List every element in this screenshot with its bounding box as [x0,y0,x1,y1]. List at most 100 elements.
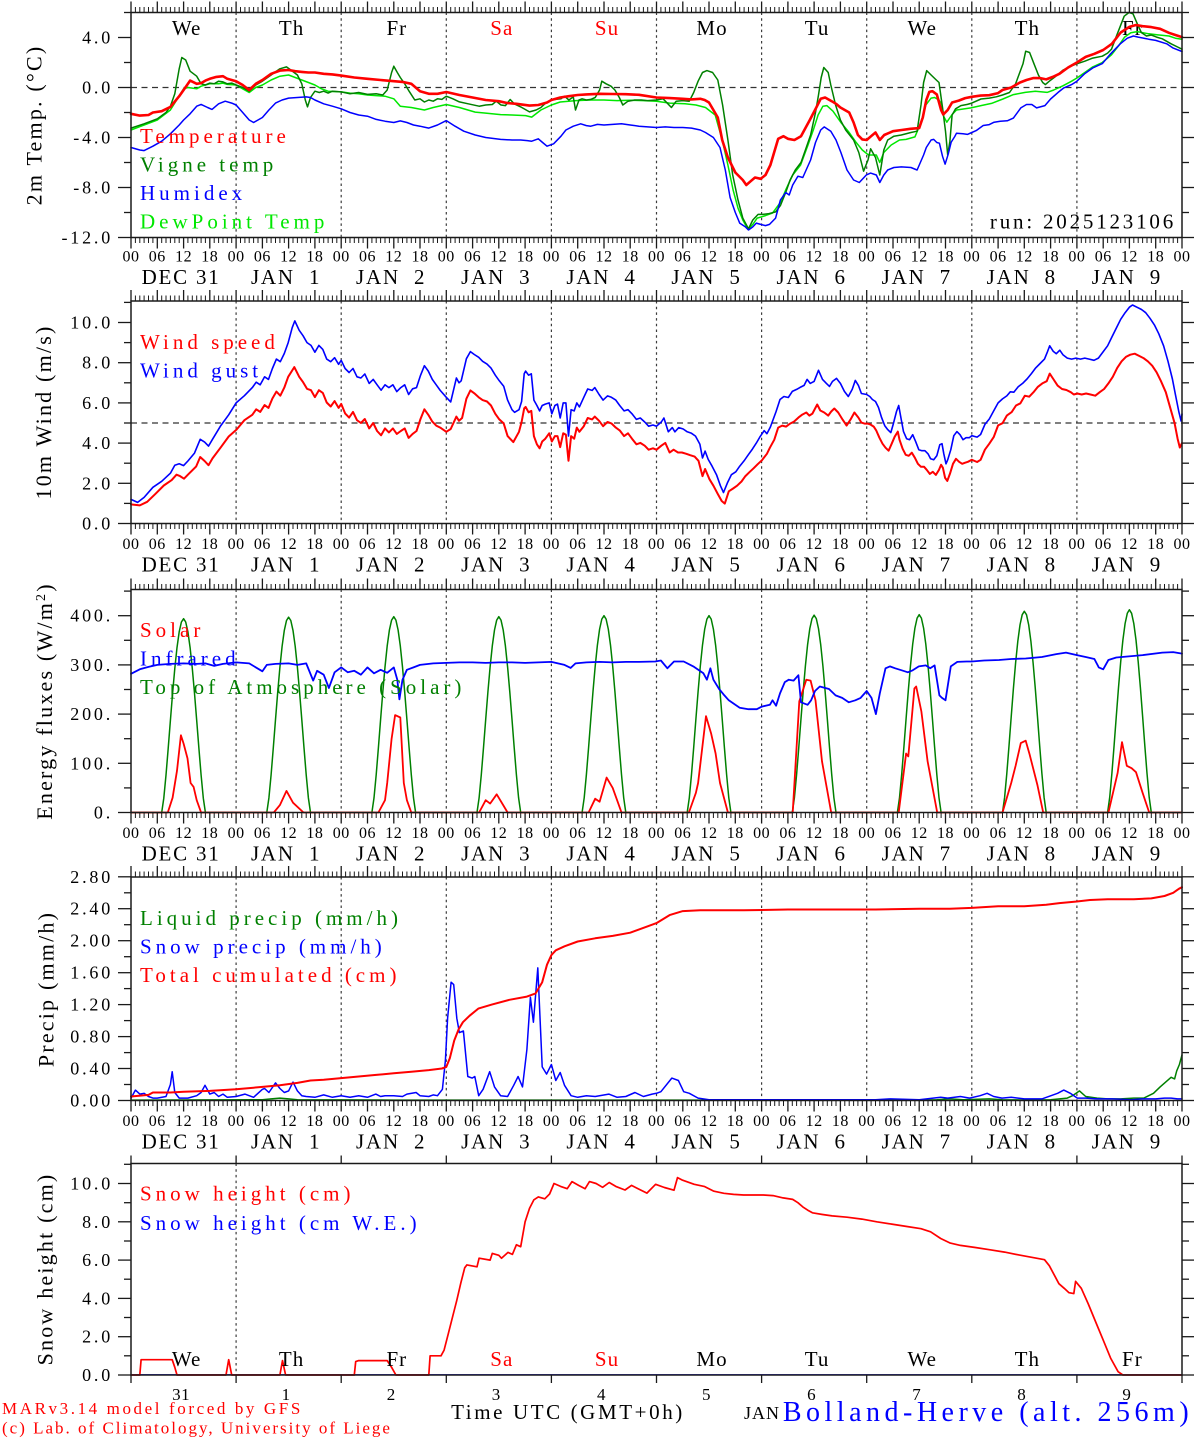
svg-text:JAN 1: JAN 1 [251,842,321,866]
svg-text:06: 06 [149,825,166,842]
svg-text:06: 06 [569,536,586,553]
svg-text:18: 18 [201,536,218,553]
svg-text:18: 18 [832,825,849,842]
svg-text:Su: Su [595,16,619,40]
svg-text:00: 00 [1174,825,1191,842]
svg-text:06: 06 [254,825,271,842]
svg-text:18: 18 [832,249,849,266]
svg-text:18: 18 [1147,825,1164,842]
svg-text:06: 06 [464,1113,481,1130]
svg-text:Th: Th [1015,1347,1040,1371]
svg-text:2m Temp. (°C): 2m Temp. (°C) [22,45,47,206]
svg-text:00: 00 [858,249,875,266]
svg-text:400.: 400. [70,606,113,626]
svg-text:06: 06 [149,536,166,553]
svg-text:6: 6 [807,1385,816,1404]
svg-text:JAN 2: JAN 2 [356,265,426,289]
svg-text:JAN 6: JAN 6 [776,842,846,866]
svg-text:0.: 0. [94,803,113,823]
svg-text:10.0: 10.0 [70,313,113,333]
svg-text:06: 06 [779,536,796,553]
svg-text:2.0: 2.0 [82,1327,113,1347]
svg-text:00: 00 [858,825,875,842]
svg-text:0.00: 0.00 [70,1091,113,1111]
svg-text:00: 00 [648,249,665,266]
svg-text:Snow height (cm W.E.): Snow height (cm W.E.) [140,1211,421,1235]
svg-text:Wind gust: Wind gust [140,359,262,383]
svg-text:18: 18 [727,825,744,842]
svg-text:Wind speed: Wind speed [140,330,279,354]
svg-text:JAN 9: JAN 9 [1092,842,1162,866]
svg-text:06: 06 [990,249,1007,266]
svg-text:JAN 9: JAN 9 [1092,1130,1162,1154]
svg-text:06: 06 [569,249,586,266]
svg-text:Th: Th [279,16,304,40]
svg-text:12: 12 [1016,536,1033,553]
svg-text:06: 06 [674,825,691,842]
svg-text:DEC 31: DEC 31 [142,553,221,577]
svg-text:06: 06 [464,536,481,553]
svg-text:12: 12 [596,1113,613,1130]
svg-text:-4.0: -4.0 [73,128,113,148]
svg-text:Temperature: Temperature [140,124,290,148]
svg-text:0.0: 0.0 [82,78,113,98]
svg-text:12: 12 [1121,825,1138,842]
svg-text:00: 00 [228,249,245,266]
svg-text:18: 18 [1042,825,1059,842]
svg-text:06: 06 [149,249,166,266]
svg-text:12: 12 [806,249,823,266]
svg-text:12: 12 [596,249,613,266]
svg-text:12: 12 [490,1113,507,1130]
svg-text:00: 00 [1174,1113,1191,1130]
svg-text:12: 12 [175,1113,192,1130]
svg-text:Tu: Tu [805,16,830,40]
svg-text:18: 18 [201,825,218,842]
svg-text:2.0: 2.0 [82,473,113,493]
svg-text:18: 18 [517,825,534,842]
svg-text:Sa: Sa [490,16,513,40]
svg-text:00: 00 [1068,825,1085,842]
svg-text:2.80: 2.80 [70,867,113,887]
svg-text:18: 18 [937,249,954,266]
svg-text:18: 18 [412,825,429,842]
svg-text:18: 18 [937,1113,954,1130]
svg-text:-12.0: -12.0 [62,228,114,248]
svg-text:18: 18 [412,536,429,553]
svg-text:00: 00 [648,1113,665,1130]
svg-text:0.0: 0.0 [82,514,113,534]
svg-text:JAN: JAN [744,1403,780,1423]
svg-text:00: 00 [753,536,770,553]
svg-text:12: 12 [490,249,507,266]
svg-text:06: 06 [885,249,902,266]
svg-text:00: 00 [333,249,350,266]
svg-text:00: 00 [1174,536,1191,553]
svg-text:00: 00 [858,1113,875,1130]
svg-text:We: We [907,16,936,40]
svg-text:JAN 4: JAN 4 [566,842,636,866]
svg-text:12: 12 [806,1113,823,1130]
svg-text:00: 00 [123,249,140,266]
svg-text:00: 00 [753,249,770,266]
svg-text:Liquid precip (mm/h): Liquid precip (mm/h) [140,906,402,930]
svg-text:12: 12 [175,249,192,266]
svg-text:18: 18 [517,536,534,553]
svg-text:Infrared: Infrared [140,647,240,671]
svg-text:00: 00 [963,536,980,553]
svg-text:18: 18 [1147,1113,1164,1130]
svg-text:00: 00 [753,1113,770,1130]
svg-text:Humidex: Humidex [140,181,246,205]
svg-text:JAN 1: JAN 1 [251,265,321,289]
svg-text:12: 12 [385,536,402,553]
svg-text:Precip (mm/h): Precip (mm/h) [34,911,59,1067]
svg-text:8.0: 8.0 [82,1212,113,1232]
svg-text:4.0: 4.0 [82,1288,113,1308]
svg-text:0.80: 0.80 [70,1027,113,1047]
svg-text:Snow precip (mm/h): Snow precip (mm/h) [140,935,386,959]
svg-text:0.40: 0.40 [70,1059,113,1079]
svg-text:18: 18 [832,1113,849,1130]
svg-text:We: We [172,16,201,40]
svg-text:Snow height (cm): Snow height (cm) [140,1182,354,1206]
svg-text:9: 9 [1122,1385,1131,1404]
svg-text:00: 00 [228,536,245,553]
svg-text:00: 00 [543,536,560,553]
